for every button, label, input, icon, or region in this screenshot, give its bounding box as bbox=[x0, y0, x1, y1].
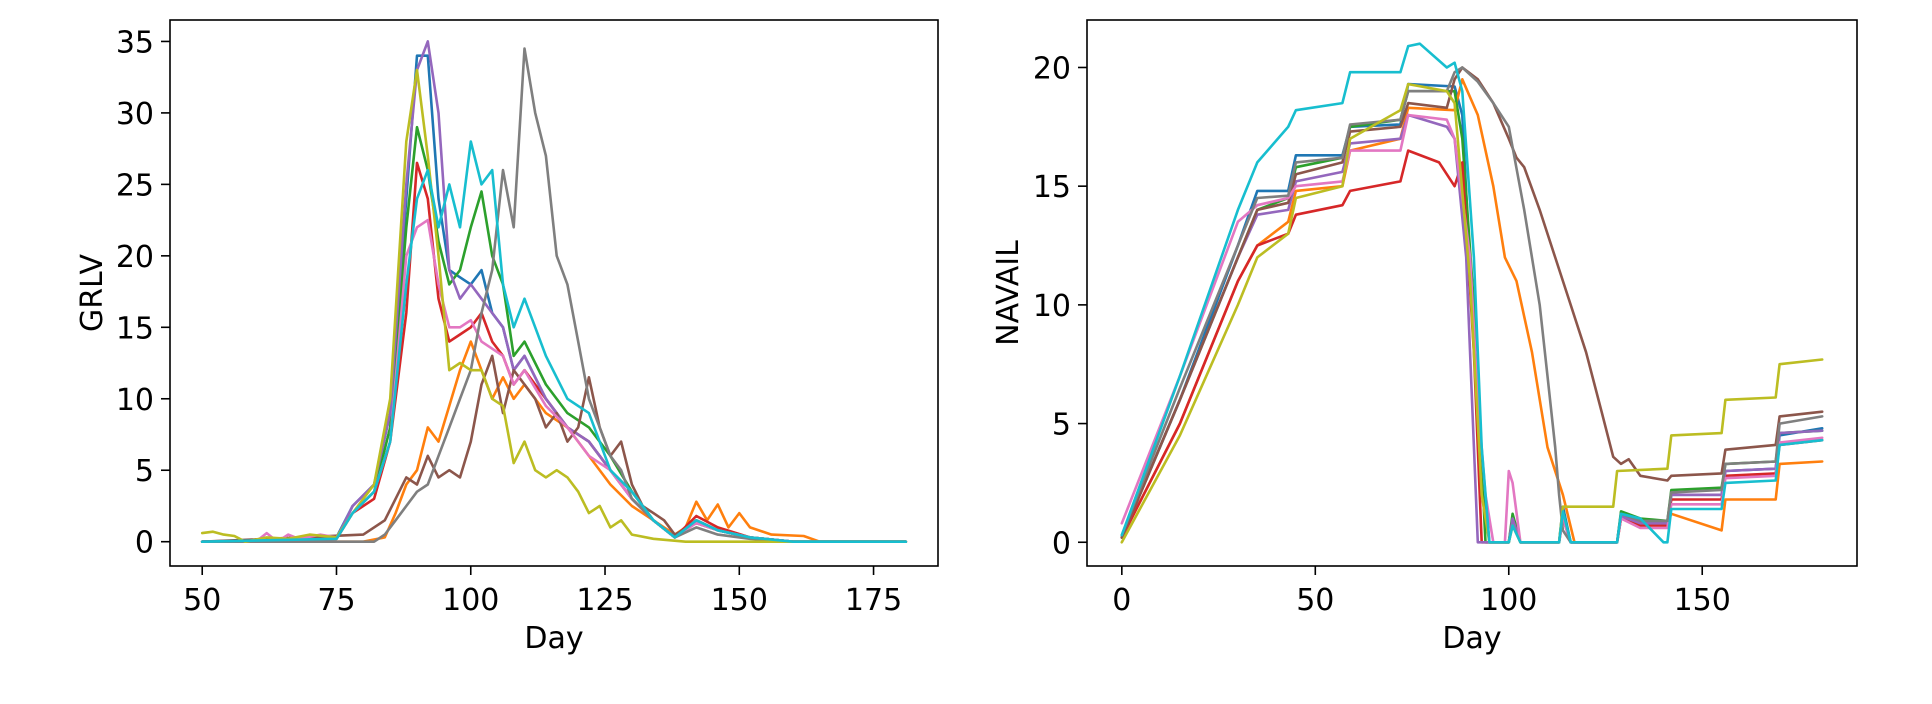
plot-frame bbox=[1086, 19, 1858, 567]
x-tick-label: 125 bbox=[576, 583, 633, 618]
series-line-9 bbox=[200, 68, 908, 543]
x-tick-label: 175 bbox=[845, 583, 902, 618]
y-tick-label: 0 bbox=[135, 526, 154, 561]
x-tick-label: 50 bbox=[1296, 583, 1334, 618]
series-line-2 bbox=[200, 340, 908, 543]
x-tick-label: 150 bbox=[711, 583, 768, 618]
y-tick-label: 10 bbox=[116, 383, 154, 418]
y-tick-label: 15 bbox=[116, 311, 154, 346]
plot-frame bbox=[169, 19, 939, 567]
series-line-3 bbox=[200, 125, 908, 543]
y-tick-label: 20 bbox=[1033, 51, 1071, 86]
series-line-10 bbox=[200, 140, 908, 543]
series-line-7 bbox=[200, 218, 908, 543]
y-tick-label: 10 bbox=[1033, 289, 1071, 324]
series-line-8 bbox=[200, 47, 908, 543]
x-tick-label: 100 bbox=[1480, 583, 1537, 618]
series-line-1 bbox=[200, 54, 908, 543]
y-tick-label: 5 bbox=[135, 454, 154, 489]
x-tick-label: 75 bbox=[317, 583, 355, 618]
series-line-2 bbox=[1120, 78, 1824, 544]
y-tick-label: 5 bbox=[1052, 408, 1071, 443]
y-tick-label: 15 bbox=[1033, 170, 1071, 205]
y-tick-label: 30 bbox=[116, 97, 154, 132]
series-group bbox=[200, 40, 908, 543]
series-line-6 bbox=[200, 354, 908, 543]
series-group bbox=[1120, 42, 1824, 544]
x-tick-label: 150 bbox=[1674, 583, 1731, 618]
series-line-5 bbox=[200, 40, 908, 543]
y-tick-label: 25 bbox=[116, 168, 154, 203]
series-line-6 bbox=[1120, 66, 1824, 539]
y-tick-label: 0 bbox=[1052, 526, 1071, 561]
y-axis-label: NAVAIL bbox=[991, 240, 1026, 346]
series-line-4 bbox=[1120, 149, 1824, 544]
y-axis-label: GRLV bbox=[75, 254, 110, 333]
x-tick-label: 50 bbox=[183, 583, 221, 618]
series-line-10 bbox=[1120, 42, 1824, 544]
chart-panel-1: 50 75 100 125 150 175 0 5 10 15 20 25 30 35 Day GRLV bbox=[75, 19, 939, 656]
x-tick-label: 100 bbox=[442, 583, 499, 618]
y-tick-label: 20 bbox=[116, 240, 154, 275]
y-tick-label: 35 bbox=[116, 25, 154, 60]
x-axis-label: Day bbox=[524, 621, 583, 656]
x-tick-label: 0 bbox=[1112, 583, 1131, 618]
x-axis-label: Day bbox=[1442, 621, 1501, 656]
series-line-8 bbox=[1120, 66, 1824, 544]
chart-panel-2: 0 50 100 150 0 5 10 15 20 Day NAVAIL bbox=[991, 19, 1858, 656]
